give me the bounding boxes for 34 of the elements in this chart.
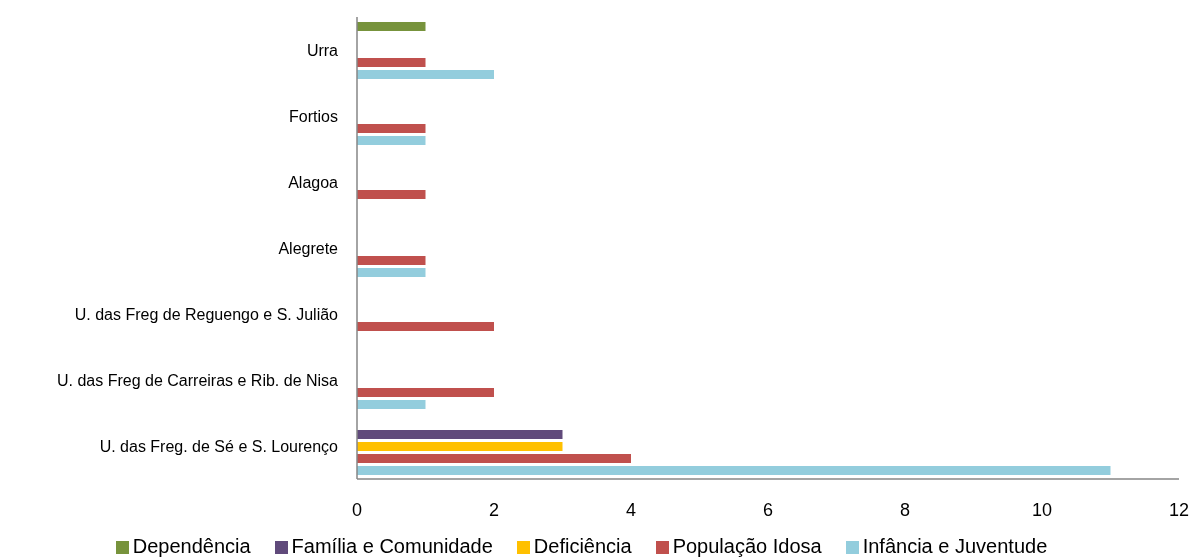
x-tick-label: 10	[1031, 499, 1053, 520]
bar	[357, 58, 426, 67]
bar	[357, 256, 426, 265]
bar	[357, 322, 494, 331]
y-tick-label: Alagoa	[288, 173, 339, 191]
y-tick-label: Fortios	[289, 107, 338, 125]
x-tick-label: 4	[625, 499, 637, 520]
bar	[357, 466, 1111, 475]
x-tick-label: 6	[762, 499, 774, 520]
legend-label: Deficiência	[533, 535, 632, 557]
y-tick-label: Urra	[306, 41, 339, 59]
legend-label: População Idosa	[672, 535, 822, 557]
x-tick-label: 12	[1168, 499, 1190, 520]
bar	[357, 268, 426, 277]
bar	[357, 430, 563, 439]
bar	[357, 124, 426, 133]
y-tick-label: U. das Freg de Carreiras e Rib. de Nisa	[57, 371, 339, 389]
bar	[357, 454, 631, 463]
bar	[357, 388, 494, 397]
x-tick-label: 2	[488, 499, 500, 520]
legend-label: Família e Comunidade	[291, 535, 493, 557]
legend-label: Infância e Juventude	[862, 535, 1048, 557]
y-tick-label: Alegrete	[278, 239, 339, 257]
bar	[357, 190, 426, 199]
bar	[357, 442, 563, 451]
bar	[357, 70, 494, 79]
bar	[357, 400, 426, 409]
y-tick-label: U. das Freg. de Sé e S. Lourenço	[99, 437, 339, 455]
y-tick-label: U. das Freg de Reguengo e S. Julião	[74, 305, 339, 323]
x-tick-label: 8	[899, 499, 911, 520]
bar	[357, 136, 426, 145]
bar	[357, 22, 426, 31]
legend-label: Dependência	[132, 535, 251, 557]
x-tick-label: 0	[351, 499, 363, 520]
